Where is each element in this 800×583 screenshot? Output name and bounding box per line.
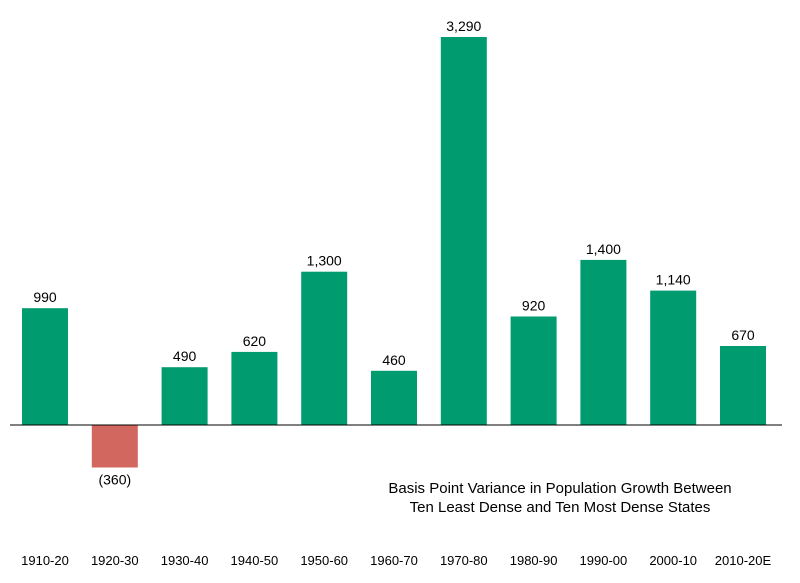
- x-tick-label-2000-10: 2000-10: [649, 553, 697, 568]
- x-tick-label-1980-90: 1980-90: [510, 553, 558, 568]
- x-tick-label-1920-30: 1920-30: [91, 553, 139, 568]
- x-tick-label-1990-00: 1990-00: [580, 553, 628, 568]
- data-label-1940-50: 620: [243, 333, 267, 349]
- x-tick-label-1970-80: 1970-80: [440, 553, 488, 568]
- data-label-1910-20: 990: [33, 289, 57, 305]
- bar-1950-60: [301, 271, 348, 425]
- bar-1920-30: [91, 425, 138, 468]
- annotation-line-1: Basis Point Variance in Population Growt…: [388, 480, 732, 497]
- data-label-2000-10: 1,140: [656, 272, 691, 288]
- bar-1970-80: [440, 37, 487, 425]
- data-label-1930-40: 490: [173, 348, 197, 364]
- chart-annotation: Basis Point Variance in Population Growt…: [340, 479, 780, 517]
- data-label-1950-60: 1,300: [307, 253, 342, 269]
- bar-1960-70: [371, 370, 417, 425]
- data-label-1970-80: 3,290: [446, 18, 481, 34]
- data-label-1990-00: 1,400: [586, 241, 621, 257]
- data-label-1980-90: 920: [522, 298, 546, 314]
- annotation-line-2: Ten Least Dense and Ten Most Dense State…: [409, 499, 711, 516]
- data-label-1960-70: 460: [382, 352, 406, 368]
- x-tick-label-1930-40: 1930-40: [161, 553, 209, 568]
- x-tick-label-1950-60: 1950-60: [300, 553, 348, 568]
- bar-2000-10: [650, 290, 697, 425]
- bar-2010-20E: [720, 346, 766, 425]
- data-label-2010-20E: 670: [731, 327, 755, 343]
- data-label-1920-30: (360): [98, 472, 131, 488]
- x-tick-label-1940-50: 1940-50: [231, 553, 279, 568]
- bar-1910-20: [22, 308, 68, 425]
- bar-1940-50: [231, 351, 278, 425]
- bar-1980-90: [510, 316, 557, 425]
- x-tick-label-1960-70: 1960-70: [370, 553, 418, 568]
- bar-1990-00: [580, 259, 627, 425]
- x-tick-label-1910-20: 1910-20: [21, 553, 69, 568]
- bar-1930-40: [161, 367, 208, 425]
- x-tick-label-2010-20E: 2010-20E: [715, 553, 772, 568]
